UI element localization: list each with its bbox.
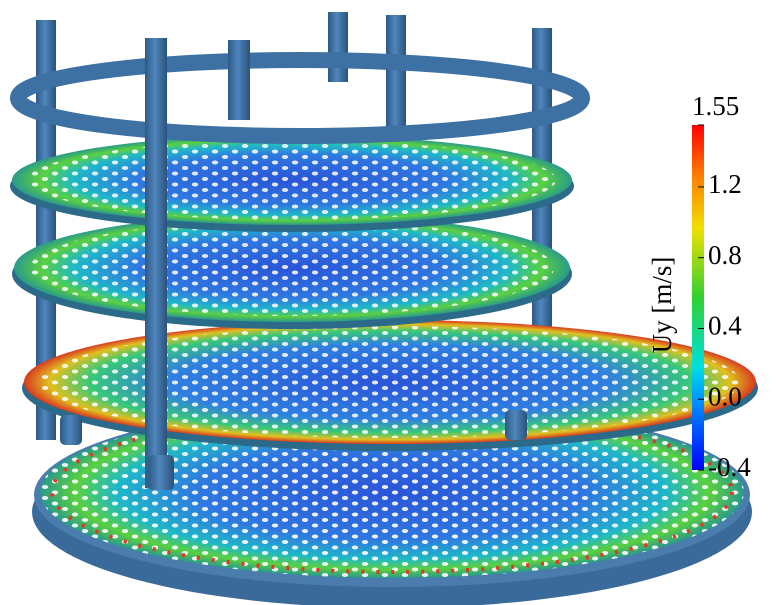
visualization: Uy [m/s] 1.55 1.2 0.8 0.4 0.0 -0.4 (0, 0, 776, 605)
tick-label: -0.4 (708, 452, 751, 482)
page: Uy [m/s] 1.55 1.2 0.8 0.4 0.0 -0.4 (0, 0, 776, 605)
tick-label: 0.8 (708, 240, 742, 270)
colorbar-gradient (692, 125, 704, 470)
tick-label: 1.55 (692, 91, 739, 121)
tick-label: 0.4 (708, 311, 742, 341)
tick-label: 1.2 (708, 169, 742, 199)
colorbar-label: Uy [m/s] (647, 257, 677, 354)
tick-label: 0.0 (708, 381, 742, 411)
tower (10, 12, 758, 605)
